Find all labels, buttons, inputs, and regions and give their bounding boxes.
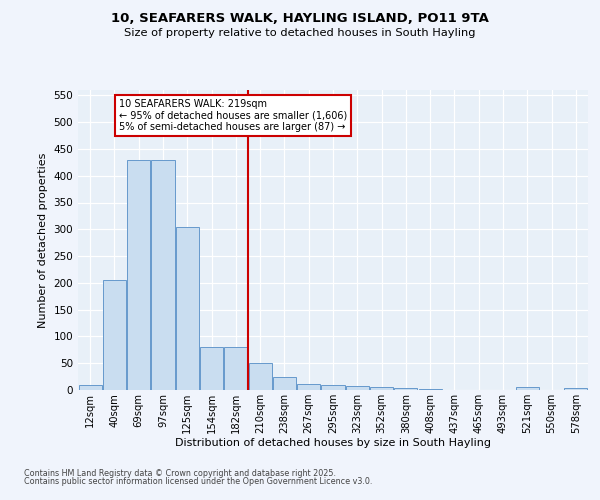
Bar xyxy=(370,388,393,390)
Text: 10, SEAFARERS WALK, HAYLING ISLAND, PO11 9TA: 10, SEAFARERS WALK, HAYLING ISLAND, PO11… xyxy=(111,12,489,26)
Bar xyxy=(394,388,418,390)
Bar xyxy=(224,347,247,390)
Bar xyxy=(127,160,150,390)
Bar xyxy=(273,376,296,390)
Bar xyxy=(200,347,223,390)
Bar xyxy=(79,384,101,390)
Bar xyxy=(516,388,539,390)
Text: 10 SEAFARERS WALK: 219sqm
← 95% of detached houses are smaller (1,606)
5% of sem: 10 SEAFARERS WALK: 219sqm ← 95% of detac… xyxy=(119,99,347,132)
Bar xyxy=(103,280,126,390)
Text: Contains HM Land Registry data © Crown copyright and database right 2025.: Contains HM Land Registry data © Crown c… xyxy=(24,468,336,477)
Bar xyxy=(565,388,587,390)
Bar xyxy=(419,389,442,390)
Bar xyxy=(176,226,199,390)
Bar xyxy=(248,363,272,390)
Bar xyxy=(322,384,344,390)
Bar xyxy=(297,384,320,390)
Text: Size of property relative to detached houses in South Hayling: Size of property relative to detached ho… xyxy=(124,28,476,38)
Y-axis label: Number of detached properties: Number of detached properties xyxy=(38,152,48,328)
Bar xyxy=(346,386,369,390)
Text: Distribution of detached houses by size in South Hayling: Distribution of detached houses by size … xyxy=(175,438,491,448)
Bar xyxy=(151,160,175,390)
Text: Contains public sector information licensed under the Open Government Licence v3: Contains public sector information licen… xyxy=(24,477,373,486)
